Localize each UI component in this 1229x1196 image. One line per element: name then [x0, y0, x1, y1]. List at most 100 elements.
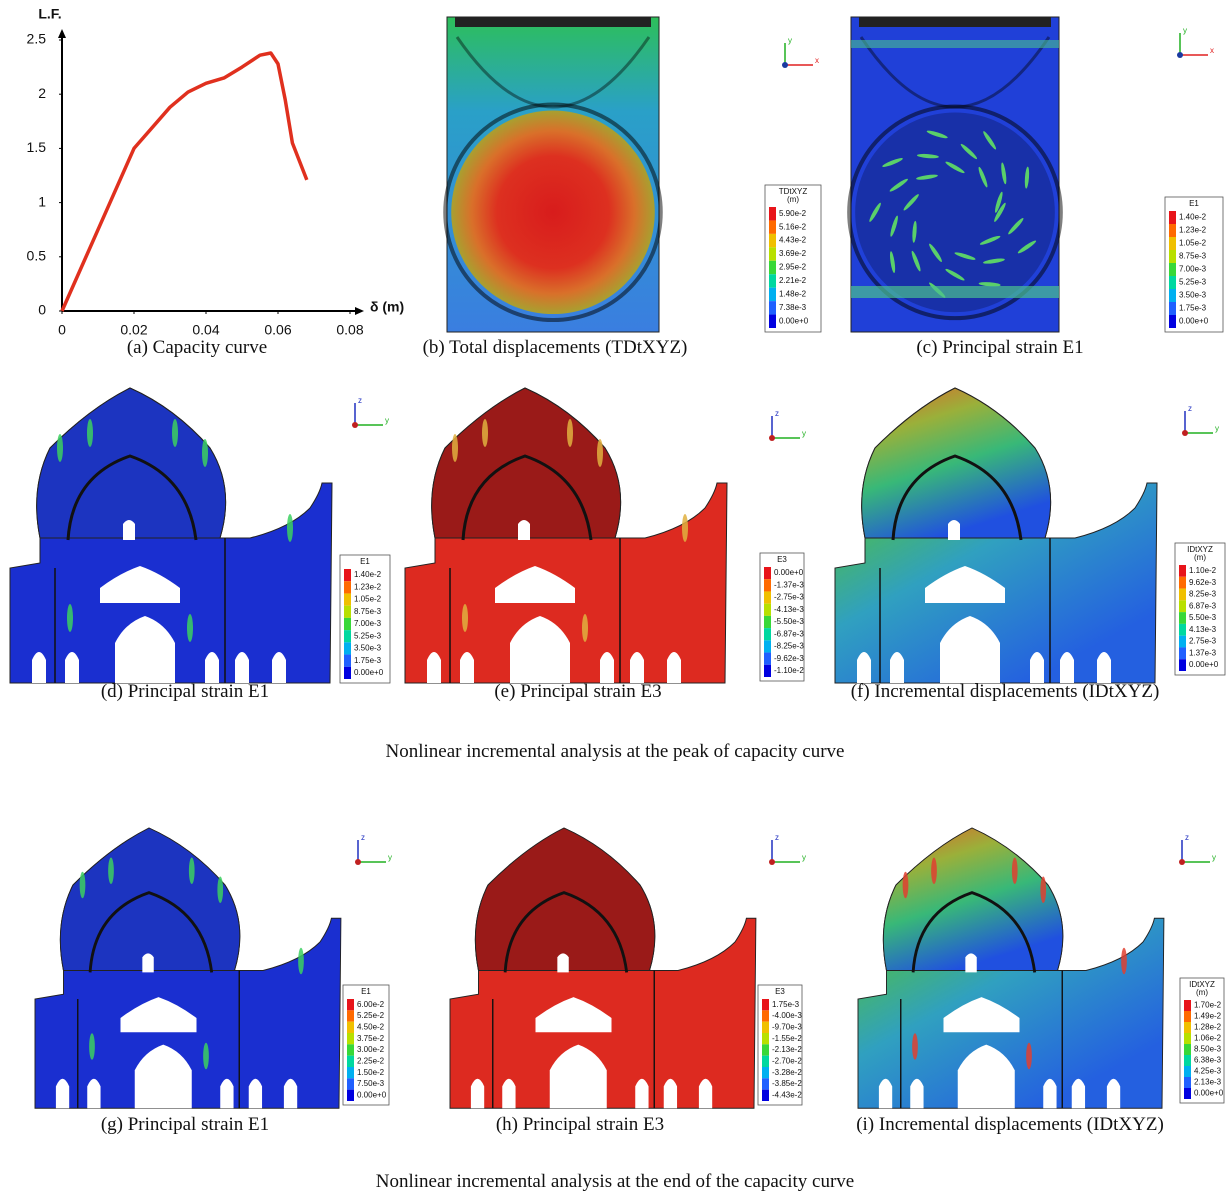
legend-swatch	[762, 1078, 769, 1089]
strain-streak	[597, 439, 603, 467]
legend-swatch	[764, 591, 771, 603]
triad-dot	[1177, 52, 1183, 58]
legend-swatch	[764, 640, 771, 652]
opening	[699, 1079, 712, 1108]
y-tick-label: 1.5	[27, 139, 47, 155]
legend-swatch	[1169, 224, 1176, 237]
strain-streak	[582, 614, 588, 642]
opening	[142, 953, 153, 972]
opening	[471, 1079, 484, 1108]
legend-label: 3.69e-2	[779, 249, 807, 258]
legend-label: 3.50e-3	[1179, 291, 1207, 300]
legend-swatch	[344, 569, 351, 581]
panel-caption: (e) Principal strain E3	[494, 681, 661, 702]
legend-swatch	[1169, 211, 1176, 224]
legend-swatch	[347, 1090, 354, 1101]
legend-unit: (m)	[1196, 988, 1208, 997]
y-tick-label: 0	[38, 302, 46, 318]
strain-streak	[108, 857, 114, 884]
legend-swatch	[1179, 624, 1186, 636]
y-tick-label: 0.5	[27, 248, 47, 264]
legend-label: 0.00e+0	[357, 1090, 387, 1099]
triad-label: z	[775, 833, 779, 842]
triad-dot	[769, 435, 775, 441]
panel-caption: (g) Principal strain E1	[101, 1114, 269, 1135]
triad-label: x	[815, 56, 819, 65]
legend-swatch	[762, 1056, 769, 1067]
legend-label: 2.25e-2	[357, 1056, 385, 1065]
triad-label: z	[1188, 404, 1192, 413]
strain-streak	[452, 434, 458, 462]
legend-swatch	[1184, 1055, 1191, 1066]
capacity-curve	[62, 53, 307, 311]
strain-streak	[67, 604, 73, 632]
x-tick-label: 0.08	[336, 322, 363, 338]
legend-label: 8.50e-3	[1194, 1045, 1222, 1054]
legend-label: -9.62e-3	[774, 654, 804, 663]
legend-swatch	[1179, 659, 1186, 671]
legend-label: 2.95e-2	[779, 263, 807, 272]
legend-swatch	[1169, 263, 1176, 276]
panel-caption: (a) Capacity curve	[127, 337, 267, 358]
legend-label: 2.75e-3	[1189, 637, 1217, 646]
opening	[235, 652, 249, 683]
legend-label: 2.21e-2	[779, 276, 807, 285]
y-tick-label: 1	[38, 193, 46, 209]
legend-label: 1.75e-3	[772, 1000, 800, 1009]
opening	[1030, 652, 1044, 683]
triad-dot	[1179, 859, 1185, 865]
legend-label: -4.43e-2	[772, 1090, 802, 1099]
legend-swatch	[769, 207, 776, 220]
triad-label: y	[385, 416, 389, 425]
opening	[557, 953, 568, 972]
opening	[1097, 652, 1111, 683]
legend-label: 0.00e+0	[354, 668, 384, 677]
legend-label: 1.75e-3	[1179, 304, 1207, 313]
legend-label: 8.75e-3	[354, 607, 382, 616]
opening	[460, 652, 474, 683]
opening	[518, 520, 530, 540]
x-axis-label: δ (m)	[370, 299, 404, 315]
legend-label: 4.50e-2	[357, 1022, 385, 1031]
legend-label: 8.25e-3	[1189, 590, 1217, 599]
elevation	[405, 388, 727, 683]
legend-label: -2.13e-2	[772, 1045, 802, 1054]
plan-dome	[451, 111, 655, 315]
legend-swatch	[1184, 1077, 1191, 1088]
strain-streak	[80, 872, 86, 899]
panel-caption: (d) Principal strain E1	[101, 681, 269, 702]
strain-streak	[217, 876, 223, 903]
legend-label: -8.25e-3	[774, 642, 804, 651]
legend-swatch	[762, 1090, 769, 1101]
legend-swatch	[347, 1067, 354, 1078]
elevation	[450, 828, 756, 1108]
legend-label: -4.13e-3	[774, 605, 804, 614]
opening	[1107, 1079, 1120, 1108]
legend-swatch	[762, 1022, 769, 1033]
legend-swatch	[769, 234, 776, 247]
legend-label: 1.10e-2	[1189, 566, 1217, 575]
opening	[123, 520, 135, 540]
legend-swatch	[769, 301, 776, 314]
x-tick-label: 0.04	[192, 322, 219, 338]
triad-label: y	[388, 853, 392, 862]
legend-swatch	[344, 655, 351, 667]
legend-label: -1.55e-2	[772, 1034, 802, 1043]
legend-swatch	[764, 653, 771, 665]
legend-label: -1.10e-2	[774, 666, 804, 675]
panel-caption: (b) Total displacements (TDtXYZ)	[423, 337, 688, 358]
legend-swatch	[769, 247, 776, 260]
opening	[600, 652, 614, 683]
legend-label: 5.25e-2	[357, 1011, 385, 1020]
legend-label: 1.05e-2	[1179, 239, 1207, 248]
legend-swatch	[1184, 1000, 1191, 1011]
strain-streak	[682, 514, 688, 542]
triad-label: y	[1183, 26, 1187, 35]
y-tick-label: 2	[38, 85, 46, 101]
triad-label: z	[361, 833, 365, 842]
legend-label: -2.75e-3	[774, 593, 804, 602]
elevation-dome	[883, 828, 1063, 971]
strain-streak	[1121, 948, 1127, 975]
panel-caption: (f) Incremental displacements (IDtXYZ)	[851, 681, 1160, 702]
triad-label: y	[788, 36, 792, 45]
